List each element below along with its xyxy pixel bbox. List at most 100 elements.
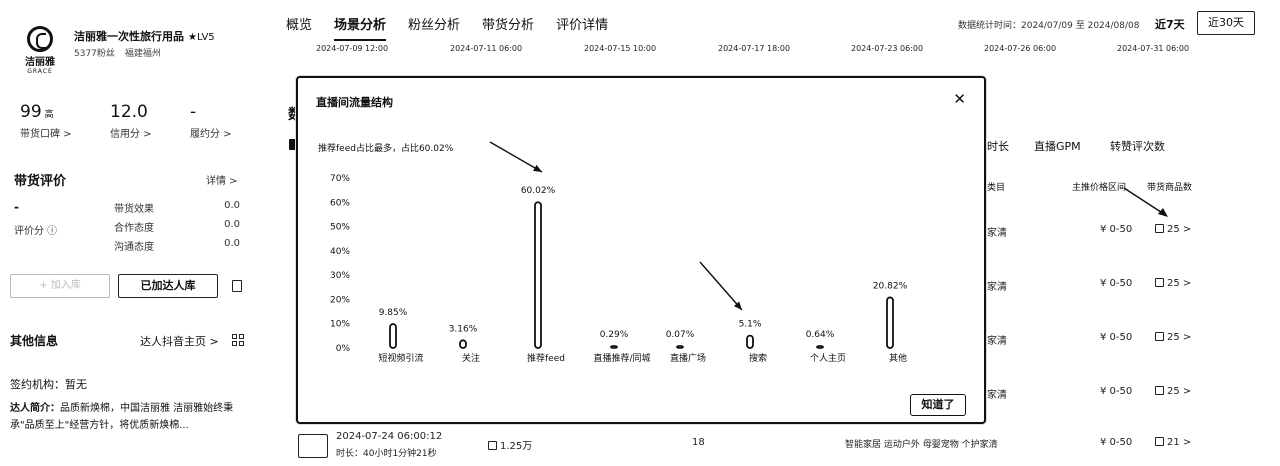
row-goods[interactable]: 21 > [1155,437,1191,448]
annotation-arrow [699,261,743,311]
evaluation-row: 合作态度 0.0 [114,219,240,238]
row-price: ¥ 0-50 [1100,437,1133,448]
bar [534,201,542,349]
intro-text: 品质新焕棉，中国洁丽雅 洁丽雅始终秉承"品质至上"经营方针，将优质新焕棉... [10,403,234,431]
bar [389,323,397,349]
data-label: 0.29% [600,330,629,340]
added-to-library-button[interactable]: 已加达人库 [118,274,218,298]
douyin-homepage-link[interactable]: 达人抖音主页 > [140,335,219,348]
traffic-bar-chart: 0% 10% 20% 30% 40% 50% 60% 70% 9.85% 短视频引流 3.16% 关注… [330,141,908,364]
close-icon[interactable]: ✕ [953,90,966,108]
other-info-title: 其他信息 [10,334,59,348]
y-tick-label: 60% [330,198,350,208]
row-category: 智能家居 运动户外 母婴宠物 个护家清 [845,440,998,450]
stat-label: 履约分 > [190,129,232,140]
bar [886,296,894,349]
tab-overview[interactable]: 概览 [286,18,313,33]
tab-fans-analysis[interactable]: 粉丝分析 [408,18,461,33]
bar [676,345,684,349]
row-goods-value: 25 > [1167,224,1192,235]
tab-sales-analysis[interactable]: 带货分析 [482,18,535,33]
range-30-days-button[interactable]: 近30天 [1197,11,1255,35]
timeline-tick: 2024-07-23 06:00 [851,44,924,53]
category-label: 个人主页 [810,352,846,364]
evaluation-rows: 带货效果 0.0 合作态度 0.0 沟通态度 0.0 [114,200,240,257]
shopping-bag-icon [1155,332,1164,341]
stat-unit: 高 [44,110,54,120]
shopping-bag-icon [1155,386,1164,395]
timeline-tick: 2024-07-26 06:00 [984,44,1057,53]
row-price: ¥ 0-50 [1100,332,1133,343]
data-label: 9.85% [379,308,408,318]
analysis-tabs: 概览 场景分析 粉丝分析 带货分析 评价详情 [286,14,630,41]
select-all-checkbox[interactable] [289,139,300,150]
intro-label: 达人简介： [10,403,60,414]
sign-label: 签约机构： [10,378,65,391]
stat-label: 带货口碑 > [20,129,72,140]
evaluation-row: 沟通态度 0.0 [114,238,240,257]
category-label: 推荐feed [527,352,565,364]
y-tick-label: 70% [330,174,350,184]
col-reviews: 转赞评次数 [1110,140,1165,153]
shop-logo: 洁丽雅 GRACE [20,26,60,75]
stat-value: 99 [20,102,42,122]
range-7-days-button[interactable]: 近7天 [1155,18,1185,31]
row-price: ¥ 0-50 [1100,278,1133,289]
stat-value: - [190,102,197,122]
sign-value: 暂无 [65,378,87,391]
shopping-bag-icon [1155,437,1164,446]
annotation-arrow [1123,187,1168,217]
shopping-bag-icon [1155,278,1164,287]
y-tick-label: 30% [330,271,350,281]
data-label: 60.02% [521,186,556,196]
col-price-range: 主推价格区间 [1072,183,1127,193]
data-label: 5.1% [739,320,762,330]
shop-name: 洁丽雅一次性旅行用品 ★LV5 [74,28,215,44]
evaluation-detail-link[interactable]: 详情 > [206,176,238,187]
tab-scene-analysis[interactable]: 场景分析 [334,14,387,41]
timeline-tick: 2024-07-31 06:00 [1117,44,1190,53]
bar [746,334,754,349]
creator-intro: 达人简介：品质新焕棉，中国洁丽雅 洁丽雅始终秉承"品质至上"经营方针，将优质新焕… [10,400,250,434]
row-goods-value: 25 > [1167,332,1192,343]
arrow-head [733,301,742,310]
date-range-label: 数据统计时间：2024/07/09 至 2024/08/08 [958,21,1140,31]
stat-fulfillment[interactable]: - 履约分 > [190,102,232,140]
annotation-arrow [489,141,543,173]
row-price: ¥ 0-50 [1100,224,1133,235]
row-category: 家清 [987,282,1007,293]
stat-credit[interactable]: 12.0 信用分 > [110,102,152,140]
modal-note: 推荐feed占比最多，占比60.02% [318,144,454,154]
traffic-structure-modal: 直播间流量结构 ✕ 推荐feed占比最多，占比60.02% 0% 10% 20% 30… [296,76,986,424]
live-thumbnail[interactable] [298,434,328,458]
category-label: 搜索 [749,352,767,364]
grid-icon[interactable] [232,334,244,346]
got-it-button[interactable]: 知道了 [910,394,966,416]
evaluation-score: - [14,200,19,214]
evaluation-row-label: 带货效果 [114,204,154,215]
row-goods[interactable]: 25 > [1155,386,1191,397]
evaluation-row: 带货效果 0.0 [114,200,240,219]
timeline-tick: 2024-07-17 18:00 [718,44,791,53]
bar [816,345,824,349]
add-to-library-button[interactable]: + 加入库 [10,274,110,298]
row-goods[interactable]: 25 > [1155,332,1191,343]
row-goods[interactable]: 25 > [1155,278,1191,289]
shopping-bag-icon [1155,224,1164,233]
col-duration: 时长 [987,140,1009,153]
col-goods-count: 带货商品数 [1147,183,1193,193]
y-tick-label: 40% [330,247,350,257]
fans-count: 5377粉丝 [74,49,115,59]
arrow-head [533,164,542,172]
evaluation-row-value: 0.0 [224,219,240,230]
brand-mark-icon [27,26,53,52]
category-label: 关注 [462,352,480,364]
stat-reputation[interactable]: 99 高 带货口碑 > [20,102,72,140]
row-goods[interactable]: 25 > [1155,224,1191,235]
stat-label: 信用分 > [110,129,152,140]
logo-subtext: GRACE [27,68,53,75]
col-gpm: 直播GPM [1034,140,1081,153]
tab-review-detail[interactable]: 评价详情 [556,18,609,33]
bookmark-icon[interactable] [232,280,242,292]
viewer-icon [488,441,497,450]
